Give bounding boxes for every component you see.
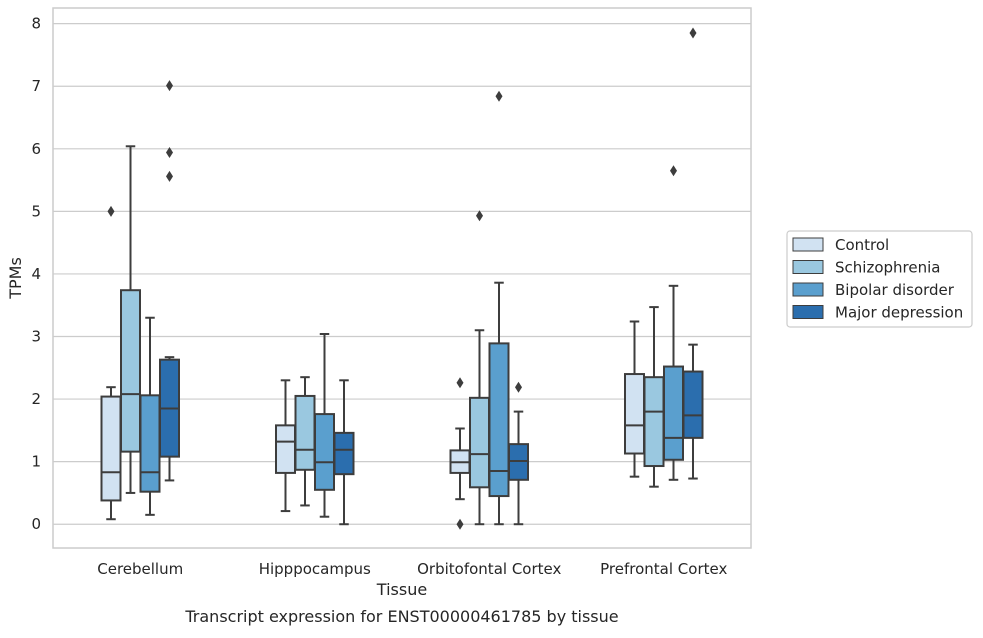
legend-swatch bbox=[792, 305, 824, 319]
outlier-point bbox=[670, 165, 677, 177]
box-bipolar-disorder bbox=[314, 333, 335, 518]
box-control bbox=[449, 377, 471, 530]
outlier-point bbox=[689, 27, 697, 39]
outlier-point bbox=[107, 205, 115, 217]
outlier-point bbox=[456, 518, 464, 530]
box-iqr bbox=[275, 424, 296, 474]
y-tick-label: 7 bbox=[31, 77, 41, 95]
y-tick-label: 4 bbox=[31, 265, 41, 283]
box-bipolar-disorder bbox=[663, 165, 684, 481]
box-iqr bbox=[100, 395, 122, 502]
box-major-depression bbox=[333, 379, 355, 526]
legend-label: Major depression bbox=[835, 304, 963, 322]
legend-box bbox=[786, 230, 973, 328]
x-tick-label: Orbitofontal Cortex bbox=[417, 560, 561, 578]
chart-caption: Transcript expression for ENST0000046178… bbox=[184, 607, 618, 626]
y-tick-label: 8 bbox=[31, 15, 41, 33]
outlier-point bbox=[476, 210, 483, 222]
box-iqr bbox=[643, 376, 665, 468]
box-iqr bbox=[314, 413, 335, 491]
box-iqr bbox=[120, 289, 141, 453]
legend-label: Control bbox=[835, 236, 889, 254]
box-schizophrenia bbox=[294, 376, 316, 507]
y-tick-label: 3 bbox=[31, 328, 41, 346]
box-iqr bbox=[488, 342, 510, 498]
x-tick-label: Hipppocampus bbox=[259, 560, 371, 578]
outlier-point bbox=[495, 90, 503, 102]
box-control bbox=[100, 205, 122, 521]
box-major-depression bbox=[159, 80, 180, 482]
box-schizophrenia bbox=[469, 210, 490, 526]
box-iqr bbox=[663, 365, 684, 461]
legend-swatch bbox=[792, 282, 824, 297]
box-control bbox=[275, 379, 296, 513]
y-tick-label: 2 bbox=[31, 390, 41, 408]
legend-swatch bbox=[792, 260, 824, 274]
y-tick-label: 5 bbox=[31, 202, 41, 220]
box-schizophrenia bbox=[120, 145, 141, 494]
legend-label: Bipolar disorder bbox=[835, 281, 955, 299]
plot-frame bbox=[52, 7, 752, 549]
box-iqr bbox=[139, 394, 161, 493]
box-bipolar-disorder bbox=[488, 90, 510, 526]
outlier-point bbox=[166, 147, 173, 159]
box-control bbox=[624, 320, 645, 478]
legend-label: Schizophrenia bbox=[835, 259, 940, 277]
y-axis-label: TPMs bbox=[6, 257, 25, 300]
box-iqr bbox=[294, 394, 316, 471]
box-schizophrenia bbox=[643, 306, 665, 488]
y-tick-label: 1 bbox=[31, 453, 41, 471]
box-iqr bbox=[624, 373, 645, 455]
outlier-point bbox=[515, 381, 522, 393]
y-tick-label: 6 bbox=[31, 140, 41, 158]
x-tick-label: Prefrontal Cortex bbox=[600, 560, 727, 578]
legend-swatch bbox=[792, 237, 824, 252]
x-axis-label: Tissue bbox=[376, 580, 427, 599]
box-iqr bbox=[682, 370, 704, 439]
outlier-point bbox=[166, 170, 173, 182]
box-bipolar-disorder bbox=[139, 316, 161, 516]
box-major-depression bbox=[682, 27, 704, 480]
box-major-depression bbox=[508, 381, 529, 526]
y-tick-label: 0 bbox=[31, 515, 41, 533]
x-tick-label: Cerebellum bbox=[97, 560, 183, 578]
outlier-point bbox=[166, 80, 173, 92]
outlier-point bbox=[456, 377, 464, 389]
box-iqr bbox=[469, 396, 490, 489]
box-iqr bbox=[333, 431, 355, 476]
